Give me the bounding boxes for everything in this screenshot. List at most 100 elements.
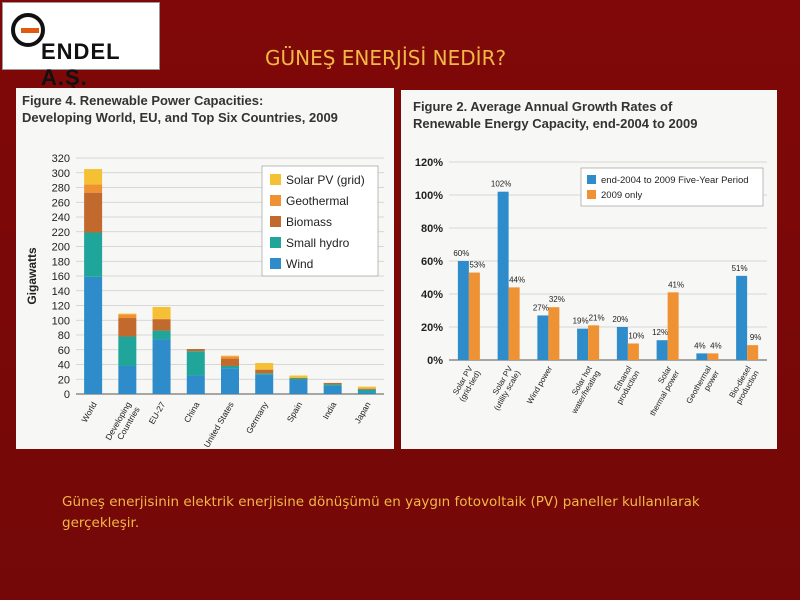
bar-segment <box>221 368 239 394</box>
x-tick-label: Germany <box>244 399 271 435</box>
bar-segment <box>289 375 308 378</box>
bar-segment <box>323 385 342 394</box>
x-tick-label: India <box>321 400 339 421</box>
slide-title: GÜNEŞ ENERJİSİ NEDİR? <box>265 46 507 70</box>
bar-segment <box>118 314 137 319</box>
x-tick-label-line: World <box>79 400 99 424</box>
bar-segment <box>84 169 103 185</box>
x-tick-label-line: India <box>321 400 339 421</box>
legend-swatch <box>587 190 596 199</box>
bar-segment <box>221 356 239 359</box>
bar-segment <box>221 355 239 357</box>
y-tick-label: 80 <box>58 330 70 342</box>
bar <box>588 325 600 360</box>
y-tick-label: 120% <box>415 157 443 169</box>
bar-segment <box>152 306 171 319</box>
logo-text: ENDEL A.Ş. <box>41 39 121 90</box>
bar-segment <box>323 384 342 386</box>
figure4-title-line1: Figure 4. Renewable Power Capacities: <box>22 93 264 108</box>
figure2-title-line2: Renewable Energy Capacity, end-2004 to 2… <box>413 116 698 131</box>
bar <box>616 327 628 360</box>
y-tick-label: 280 <box>52 183 70 195</box>
bar <box>747 345 759 360</box>
y-tick-label: 200 <box>52 242 70 254</box>
bar <box>468 272 480 360</box>
figure2-title-line1: Figure 2. Average Annual Growth Rates of <box>413 99 673 114</box>
figure4-title: Figure 4. Renewable Power Capacities: Dev… <box>22 92 338 126</box>
bar-segment <box>84 276 103 394</box>
data-label: 12% <box>652 328 668 337</box>
bar-segment <box>152 339 171 394</box>
y-tick-label: 60 <box>58 345 70 357</box>
x-tick-label: Solar PV(grid-tied) <box>450 364 483 403</box>
legend-label: 2009 only <box>601 190 642 201</box>
bar-segment <box>323 382 342 385</box>
slide-caption: Güneş enerjisinin elektrik enerjisine dö… <box>62 494 700 531</box>
data-label: 19% <box>573 317 589 326</box>
data-label: 53% <box>469 261 485 270</box>
bar-segment <box>221 358 239 366</box>
bar <box>548 307 560 360</box>
y-tick-label: 320 <box>52 153 70 165</box>
legend-label: end-2004 to 2009 Five-Year Period <box>601 175 749 186</box>
legend-swatch <box>270 174 281 185</box>
bar-segment <box>255 369 274 374</box>
y-tick-label: 20% <box>421 322 443 334</box>
x-tick-label: China <box>182 400 202 424</box>
legend-label: Solar PV (grid) <box>286 173 365 187</box>
data-label: 10% <box>628 332 644 341</box>
bar <box>497 191 509 360</box>
data-label: 21% <box>589 313 605 322</box>
bar-segment <box>84 232 103 277</box>
legend-label: Biomass <box>286 215 332 229</box>
x-tick-label-line: Germany <box>244 399 271 435</box>
bar-segment <box>357 389 376 393</box>
bar-segment <box>118 336 137 366</box>
x-tick-label: Solar hotwater/heating <box>562 364 602 416</box>
legend-swatch <box>270 216 281 227</box>
y-tick-label: 180 <box>52 256 70 268</box>
data-label: 32% <box>549 295 565 304</box>
y-axis-title: Gigawatts <box>25 247 39 305</box>
data-label: 60% <box>453 249 469 258</box>
bar-segment <box>289 378 308 380</box>
x-tick-label-line: United States <box>202 400 236 449</box>
x-tick-label: United States <box>202 400 236 449</box>
bar <box>537 315 549 360</box>
y-tick-label: 240 <box>52 212 70 224</box>
bar-segment <box>118 313 137 315</box>
bar-segment <box>152 330 171 340</box>
y-tick-label: 120 <box>52 301 70 313</box>
bar <box>457 261 469 360</box>
data-label: 4% <box>710 341 722 350</box>
bar <box>656 340 668 360</box>
x-tick-label: Ethanolproduction <box>607 364 641 406</box>
legend-label: Wind <box>286 257 313 271</box>
bar <box>577 328 589 360</box>
y-tick-label: 260 <box>52 197 70 209</box>
data-label: 4% <box>694 341 706 350</box>
y-tick-label: 140 <box>52 286 70 298</box>
x-tick-label-line: Wind power <box>525 364 554 405</box>
bar-segment <box>357 392 376 394</box>
legend-swatch <box>270 195 281 206</box>
x-tick-label: Bio-dieselproduction <box>726 364 760 406</box>
growth-rates-chart: 0%20%40%60%80%100%120%60%53%Solar PV(gri… <box>415 157 767 417</box>
x-tick-label-line: Spain <box>285 400 305 424</box>
bar <box>707 353 719 360</box>
x-tick-label: Wind power <box>525 364 554 405</box>
legend-swatch <box>587 175 596 184</box>
bar-segment <box>255 374 274 394</box>
bar-segment <box>357 388 376 390</box>
bar-segment <box>255 373 274 375</box>
bar-segment <box>357 388 376 389</box>
logo-emblem-icon <box>11 13 45 47</box>
bar-segment <box>255 363 274 370</box>
bar <box>667 292 679 360</box>
y-tick-label: 100% <box>415 190 443 202</box>
y-tick-label: 40 <box>58 360 70 372</box>
bar-segment <box>186 375 205 394</box>
figure2-title: Figure 2. Average Annual Growth Rates of… <box>413 98 697 132</box>
y-tick-label: 300 <box>52 168 70 180</box>
bar-segment <box>186 349 205 352</box>
